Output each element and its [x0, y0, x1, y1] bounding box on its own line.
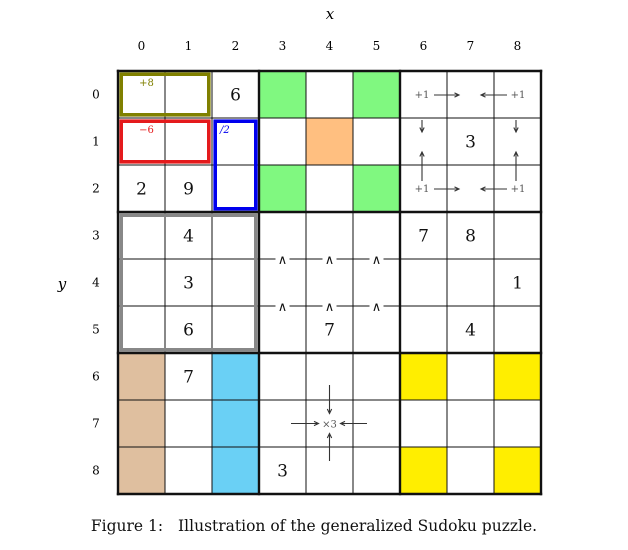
- inequality-bg: [369, 252, 384, 266]
- row-label-1: 1: [92, 135, 100, 149]
- inequality-sign: ∧: [372, 253, 382, 268]
- column-label-0: 0: [138, 39, 146, 53]
- row-label-8: 8: [92, 464, 100, 478]
- inequality-sign: ∧: [325, 300, 335, 315]
- given-digits: 6 3 2 9 4 7 8 3 1 6 7 4 7 3: [136, 86, 523, 482]
- given-digit: 3: [183, 274, 194, 294]
- colored-cell: [400, 447, 447, 494]
- row-label-7: 7: [92, 417, 100, 431]
- given-digit: 6: [230, 86, 241, 106]
- arrow-down-head: [326, 408, 333, 415]
- cage-outlines: +8 −6/2: [119, 72, 258, 352]
- inequality-sign: ∧: [278, 300, 288, 315]
- colored-cell: [306, 118, 353, 165]
- given-digit: 3: [277, 462, 288, 482]
- colored-cell: [494, 447, 541, 494]
- colored-cell: [118, 447, 165, 494]
- row-label-6: 6: [92, 370, 100, 384]
- arrow-left-head: [479, 92, 486, 98]
- corner-clue-0-8: +1: [511, 90, 526, 101]
- figure-caption-text: Illustration of the generalized Sudoku p…: [178, 517, 538, 535]
- colored-cell: [353, 165, 400, 212]
- cage-label: +8: [139, 78, 154, 89]
- arrow-left-head: [479, 186, 486, 192]
- colored-cell: [212, 353, 259, 400]
- arrow-right-head: [454, 92, 461, 98]
- given-digit: 4: [183, 227, 194, 247]
- corner-clue-0-6: +1: [415, 90, 430, 101]
- colored-cells: [118, 71, 541, 494]
- figure-number: Figure 1:: [90, 517, 164, 535]
- inequality-sign: ∧: [372, 300, 382, 315]
- colored-cell: [212, 400, 259, 447]
- row-label-4: 4: [92, 276, 100, 290]
- colored-cell: [118, 400, 165, 447]
- inequality-bg: [275, 252, 290, 266]
- column-label-2: 2: [232, 39, 240, 53]
- figure-caption: Figure 1: Illustration of the generalize…: [0, 517, 628, 535]
- corner-clue-2-8: +1: [511, 184, 526, 195]
- column-label-5: 5: [373, 39, 381, 53]
- arrow-down-head: [419, 127, 425, 134]
- cage-label: −6: [139, 125, 154, 136]
- given-digit: 4: [465, 321, 476, 341]
- inequality-sign: ∧: [325, 253, 335, 268]
- cage-outline: [213, 119, 258, 211]
- column-label-6: 6: [420, 39, 428, 53]
- colored-cell: [212, 447, 259, 494]
- cage-outline: [119, 72, 211, 117]
- corner-clue-2-6: +1: [415, 184, 430, 195]
- cage-outline: [119, 213, 258, 352]
- row-label-3: 3: [92, 229, 100, 243]
- colored-cell: [118, 353, 165, 400]
- inequality-bg: [322, 252, 337, 266]
- given-digit: 6: [183, 321, 194, 341]
- column-label-1: 1: [185, 39, 193, 53]
- column-labels: 0 1 2 3 4 5 6 7 8: [138, 39, 522, 53]
- row-label-0: 0: [92, 88, 100, 102]
- given-digit: 7: [183, 368, 194, 388]
- cage-label: /2: [219, 125, 230, 136]
- given-digit: 3: [465, 133, 476, 153]
- column-label-4: 4: [326, 39, 334, 53]
- row-labels: 0 1 2 3 4 5 6 7 8: [92, 88, 100, 478]
- arrow-left-head: [339, 420, 346, 427]
- arrow-up-head: [419, 150, 425, 157]
- column-label-3: 3: [279, 39, 287, 53]
- colored-cell: [259, 165, 306, 212]
- colored-cell: [494, 353, 541, 400]
- inequality-bg: [275, 299, 290, 313]
- column-label-7: 7: [467, 39, 475, 53]
- colored-cell: [400, 353, 447, 400]
- given-digit: 7: [324, 321, 335, 341]
- inequality-bg: [322, 299, 337, 313]
- arrow-right-head: [454, 186, 461, 192]
- given-digit: 9: [183, 180, 194, 200]
- arrow-up-head: [326, 432, 333, 439]
- arrow-down-head: [513, 127, 519, 134]
- constraint-annotations: +1 +1 +1 +1 ∧ ∧ ∧ ∧ ∧ ∧ ×3: [269, 90, 525, 461]
- given-digit: 8: [465, 227, 476, 247]
- inequality-bg: [369, 299, 384, 313]
- colored-cell: [259, 71, 306, 118]
- arrow-up-head: [513, 150, 519, 157]
- y-axis-label: y: [57, 275, 67, 293]
- row-label-2: 2: [92, 182, 100, 196]
- center-clue: ×3: [322, 420, 337, 431]
- arrow-right-head: [313, 420, 320, 427]
- row-label-5: 5: [92, 323, 100, 337]
- cage-outline: [119, 119, 211, 164]
- given-digit: 1: [512, 274, 523, 294]
- inequality-sign: ∧: [278, 253, 288, 268]
- colored-cell: [353, 71, 400, 118]
- given-digit: 2: [136, 180, 147, 200]
- given-digit: 7: [418, 227, 429, 247]
- column-label-8: 8: [514, 39, 522, 53]
- x-axis-label: x: [326, 5, 335, 23]
